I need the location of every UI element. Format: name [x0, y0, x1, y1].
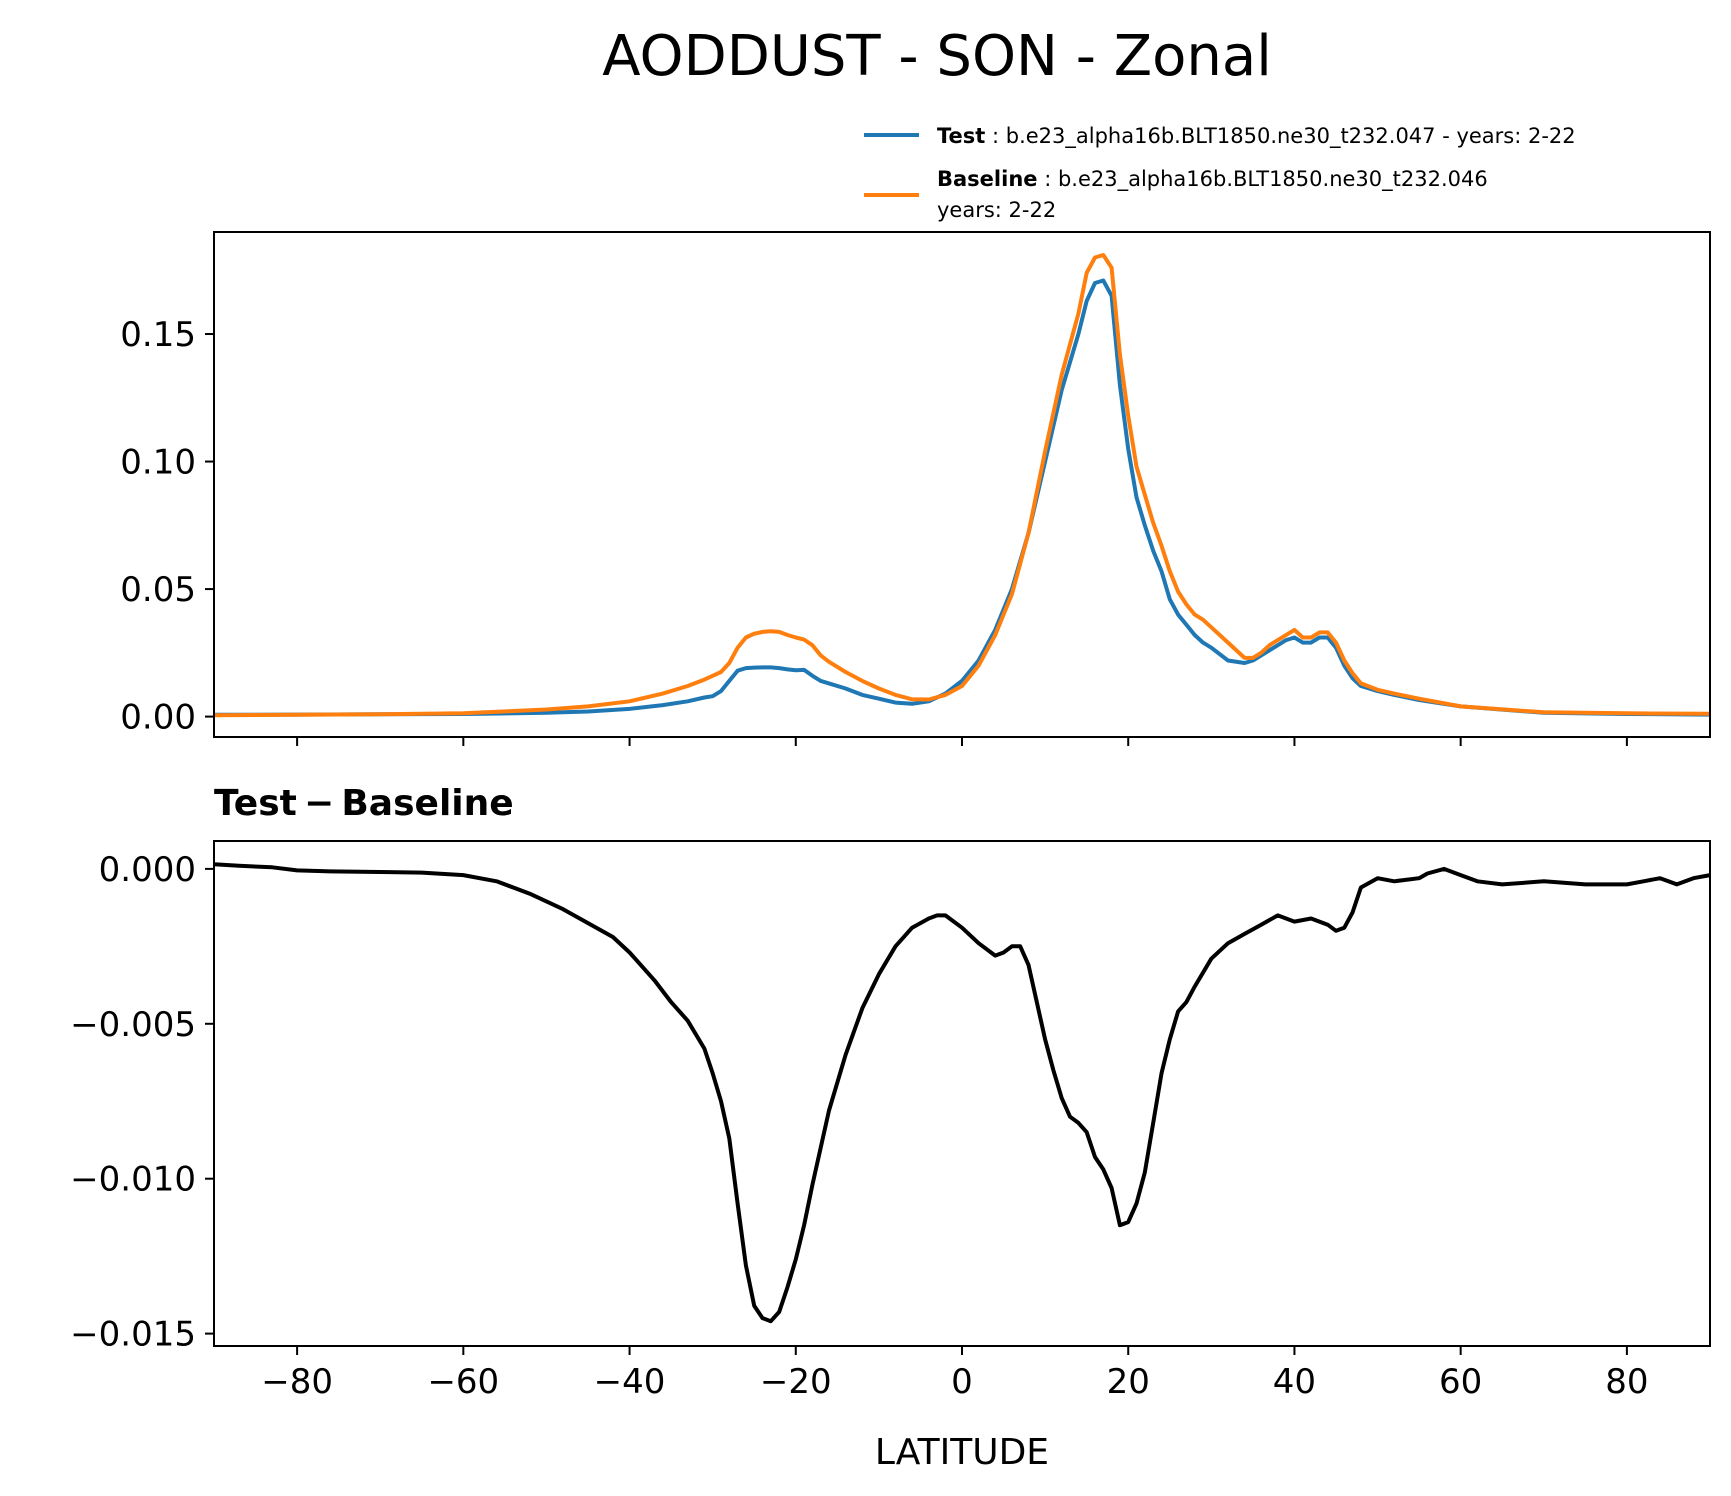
y-tick-label: 0.05 — [120, 570, 196, 610]
y-tick-label: −0.015 — [70, 1315, 196, 1355]
x-tick-label: −20 — [760, 1362, 832, 1402]
bottom-panel-lines — [213, 862, 1711, 1324]
series-line-baseline — [213, 253, 1711, 718]
series-line-test-baseline — [213, 862, 1711, 1324]
x-tick-label: 60 — [1439, 1362, 1482, 1402]
x-tick-label: 80 — [1605, 1362, 1648, 1402]
top-panel-ticks: 0.00 0.05 0.10 0.15 — [120, 315, 1628, 746]
x-tick-label: −40 — [594, 1362, 666, 1402]
x-tick-label: 40 — [1273, 1362, 1316, 1402]
x-tick-label: 20 — [1107, 1362, 1150, 1402]
legend-label-baseline-line2: years: 2-22 — [937, 198, 1056, 222]
bottom-panel: Test − Baseline 0.000 −0.005 −0.010 −0.015 −… — [70, 783, 1711, 1473]
y-tick-label: −0.005 — [70, 1005, 196, 1045]
series-line-test — [213, 278, 1711, 717]
x-tick-label: 0 — [951, 1362, 973, 1402]
y-tick-label: 0.10 — [120, 443, 196, 483]
top-panel: 0.00 0.05 0.10 0.15 — [120, 231, 1711, 746]
bottom-panel-ticks: 0.000 −0.005 −0.010 −0.015 −80 −60 −40 −20 0 20 40… — [70, 850, 1648, 1402]
figure-title: AODDUST - SON - Zonal — [602, 24, 1272, 89]
x-axis-label: LATITUDE — [875, 1432, 1049, 1473]
legend-label-test: Test : b.e23_alpha16b.BLT1850.ne30_t232.… — [937, 124, 1576, 149]
y-tick-label: 0.15 — [120, 315, 196, 355]
legend: Test : b.e23_alpha16b.BLT1850.ne30_t232.… — [864, 124, 1576, 222]
y-tick-label: −0.010 — [70, 1160, 196, 1200]
x-tick-label: −80 — [261, 1362, 333, 1402]
y-tick-label: 0.000 — [99, 850, 196, 890]
top-panel-frame — [213, 231, 1711, 738]
y-tick-label: 0.00 — [120, 698, 196, 738]
top-panel-lines — [213, 253, 1711, 718]
legend-label-baseline: Baseline : b.e23_alpha16b.BLT1850.ne30_t… — [937, 167, 1488, 192]
bottom-panel-frame — [213, 840, 1711, 1347]
x-tick-label: −60 — [427, 1362, 499, 1402]
bottom-panel-title: Test − Baseline — [214, 783, 514, 824]
